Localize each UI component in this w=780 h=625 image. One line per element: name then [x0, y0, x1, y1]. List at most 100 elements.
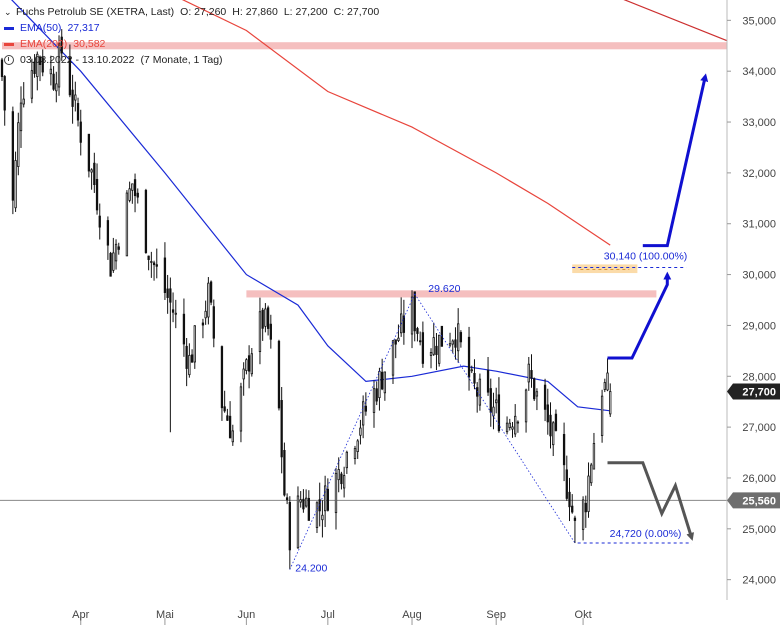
candle [212, 299, 215, 348]
candle [93, 152, 96, 193]
chevron-down-icon[interactable]: ⌄ [4, 7, 12, 17]
candle [489, 378, 492, 427]
time-tick-label: Aug [402, 609, 422, 621]
price-tag-level [727, 492, 780, 509]
candle-body-up [250, 353, 253, 375]
candle [87, 133, 91, 178]
resistance-34.5-band [2, 42, 727, 50]
candle-body-down [228, 415, 232, 439]
ema50-swatch [4, 26, 14, 30]
candle-body-up [323, 485, 327, 512]
candle [429, 348, 433, 369]
candle-body-down [454, 339, 457, 348]
annotations: 29.620 24.200 30,140 (100.00%) 24,720 (0.00… [295, 250, 687, 574]
candle [573, 515, 577, 544]
candle-body-down [220, 346, 224, 409]
price-tick-label: 30,000 [742, 270, 776, 282]
legend-period: 03.03.2022 - 13.10.2022 [20, 54, 135, 66]
candle [171, 292, 175, 323]
candle [326, 478, 329, 512]
candle [106, 216, 110, 260]
candle [22, 82, 25, 108]
candle [169, 277, 172, 433]
ema-200--line [181, 0, 611, 246]
candle-body-down [288, 501, 291, 551]
candle-body-up [299, 499, 302, 503]
price-axis: 35,000 34,000 33,000 32,000 31,000 30,000 29,0… [726, 0, 780, 600]
candle [280, 387, 283, 474]
candle-body-up [451, 340, 454, 345]
candle [359, 419, 362, 445]
resistance-29.6-band [246, 290, 657, 298]
candle [476, 382, 479, 413]
legend-ema200-label: EMA(200) [20, 38, 68, 50]
candle [247, 345, 251, 389]
candle [152, 260, 156, 281]
annotation-label: 29.620 [428, 283, 460, 295]
annotation-label: 24,720 (0.00%) [610, 528, 682, 540]
candle [454, 327, 457, 360]
legend-high: H: 27,860 [232, 6, 278, 18]
candle [535, 388, 539, 411]
candle-body-up [609, 391, 612, 415]
candle [603, 378, 606, 393]
candle [33, 54, 36, 78]
candle [410, 290, 414, 349]
candle-body-up [432, 337, 435, 355]
candle [11, 106, 15, 215]
candle-body-down [364, 405, 368, 412]
candle-body-up [30, 70, 34, 99]
candle [228, 401, 232, 439]
candle-body-up [258, 311, 262, 353]
candle-body-up [410, 296, 414, 335]
ema200-swatch [4, 42, 14, 46]
ema-200-weekly--line [623, 0, 728, 42]
candle [38, 55, 42, 82]
ema-50--line [11, 0, 611, 412]
candle-body-down [163, 257, 167, 293]
candle-body-up [245, 359, 248, 372]
candle-body-up [372, 388, 376, 413]
candle [163, 242, 167, 300]
candle [554, 409, 558, 432]
candle-body-up [239, 386, 243, 432]
candle [381, 358, 384, 391]
annotation-label: 30,140 (100.00%) [604, 250, 687, 262]
candle-body-down [201, 322, 205, 326]
candle [470, 365, 473, 374]
candle-body-up [378, 370, 381, 399]
price-tag-last [727, 383, 780, 400]
candle-body-down [87, 133, 91, 172]
candle-body-up [592, 443, 596, 470]
candle [201, 318, 205, 339]
candle [304, 489, 308, 508]
candle-body-up [334, 472, 338, 514]
scenario-arrows [607, 73, 709, 541]
candle [109, 251, 112, 277]
candle-body-down [38, 56, 42, 66]
candle [90, 168, 93, 190]
candle-body-down [467, 336, 471, 378]
candle-body-down [543, 384, 547, 410]
time-tick-label: Mai [156, 609, 174, 621]
time-tick-label: Jul [321, 609, 335, 621]
candle-body-down [182, 313, 186, 345]
bearish-scenario-arrow [607, 461, 695, 541]
candle [133, 173, 137, 213]
candle-body-down [144, 189, 148, 253]
candle-body-down [549, 414, 552, 437]
candle [530, 354, 533, 388]
candle-body-down [133, 179, 137, 197]
price-tick-label: 24,000 [742, 575, 776, 587]
candle-body-up [492, 406, 495, 417]
candle-body-up [516, 421, 520, 424]
candle-body-down [280, 400, 283, 458]
candle-body-down [307, 497, 310, 521]
candle-body-down [421, 332, 425, 364]
candle [60, 29, 63, 61]
candle-body-up [457, 323, 460, 352]
candle [565, 455, 568, 501]
candle [0, 57, 4, 81]
price-tick-label: 27,000 [742, 422, 776, 434]
candle [266, 305, 270, 336]
